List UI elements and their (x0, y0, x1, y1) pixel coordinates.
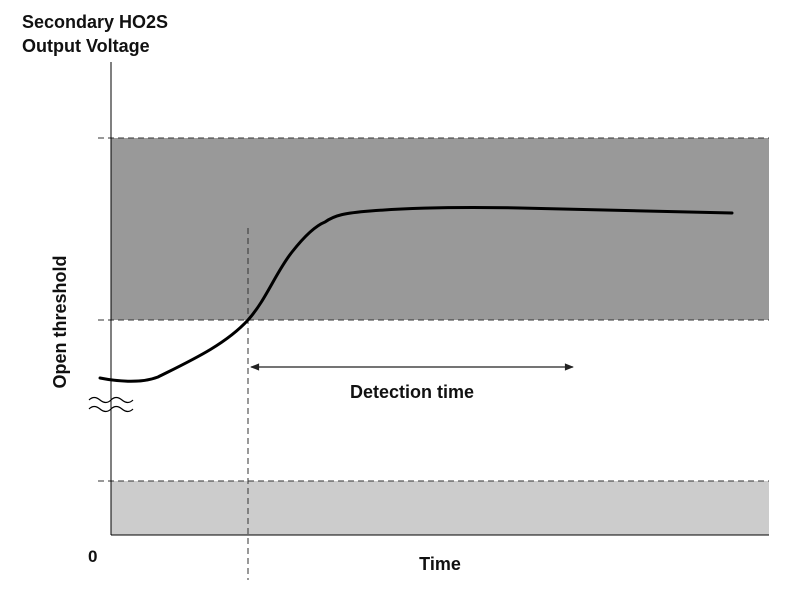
origin-label: 0 (88, 547, 97, 566)
y-axis-label: Open threshold (50, 255, 70, 388)
title-line-2: Output Voltage (22, 36, 150, 56)
lower-voltage-band (111, 481, 769, 535)
axis-break-icon (88, 396, 134, 413)
voltage-curve (98, 205, 734, 383)
x-axis-label: Time (419, 554, 461, 574)
title-line-1: Secondary HO2S (22, 12, 168, 32)
threshold-lines (98, 137, 769, 580)
detection-time-label: Detection time (350, 382, 474, 402)
upper-voltage-band (111, 138, 769, 320)
